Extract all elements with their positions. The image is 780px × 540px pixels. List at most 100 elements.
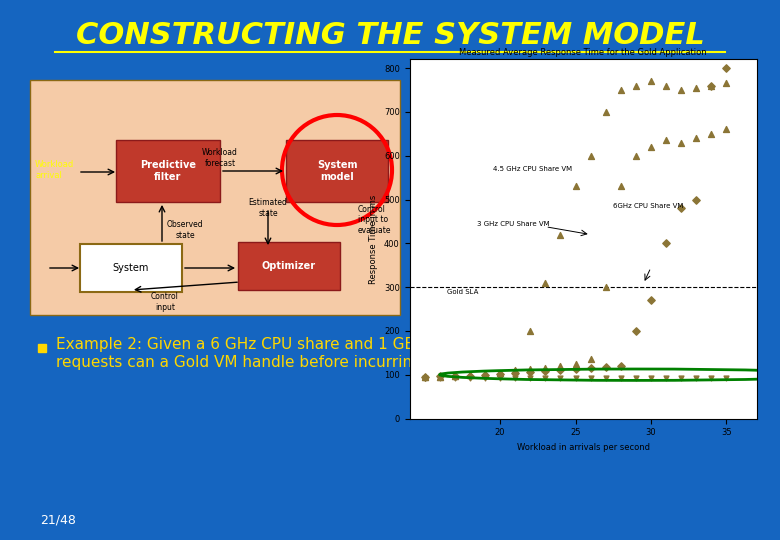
Point — [600, 283, 612, 292]
Title: Measured Average Response Time for the Gold Application: Measured Average Response Time for the G… — [459, 48, 707, 57]
Y-axis label: Response Time in ms: Response Time in ms — [370, 194, 378, 284]
Point — [539, 364, 551, 373]
Text: 4.5 GHz CPU Share VM: 4.5 GHz CPU Share VM — [492, 166, 572, 172]
FancyBboxPatch shape — [286, 140, 388, 202]
Point — [660, 82, 672, 90]
Text: 6GHz CPU Share VM: 6GHz CPU Share VM — [613, 203, 683, 210]
Text: Control
input to
evaluate: Control input to evaluate — [358, 205, 392, 235]
Point — [629, 82, 642, 90]
Point — [600, 374, 612, 382]
Point — [705, 130, 718, 138]
Point — [690, 195, 703, 204]
Point — [434, 373, 446, 381]
Point — [675, 204, 687, 213]
Point — [629, 151, 642, 160]
Point — [463, 372, 476, 380]
Point — [463, 374, 476, 382]
Point — [494, 368, 506, 377]
Point — [418, 373, 431, 381]
FancyBboxPatch shape — [30, 80, 400, 315]
Text: Workload
forecast: Workload forecast — [202, 148, 238, 168]
Text: requests can a Gold VM handle before incurring SLA violations?: requests can a Gold VM handle before inc… — [56, 354, 542, 369]
Point — [448, 372, 461, 380]
Point — [554, 366, 566, 375]
Point — [660, 239, 672, 248]
Point — [690, 84, 703, 92]
Text: 21/48: 21/48 — [40, 514, 76, 526]
Point — [675, 374, 687, 382]
Point — [479, 370, 491, 379]
Text: Gold SLA: Gold SLA — [447, 289, 479, 295]
Point — [524, 368, 537, 376]
Point — [660, 374, 672, 382]
Point — [554, 374, 566, 382]
Point — [615, 182, 627, 191]
Point — [434, 372, 446, 381]
Point — [448, 372, 461, 380]
Point — [569, 374, 582, 382]
Point — [524, 374, 537, 382]
Point — [720, 79, 732, 88]
Point — [494, 369, 506, 378]
Point — [524, 327, 537, 335]
Point — [705, 82, 718, 90]
Point — [418, 373, 431, 381]
Point — [675, 138, 687, 147]
Point — [448, 372, 461, 380]
Point — [509, 374, 521, 382]
Text: Observed
state: Observed state — [167, 220, 204, 240]
Point — [660, 136, 672, 145]
Text: Estimated
state: Estimated state — [249, 198, 288, 218]
Point — [720, 64, 732, 72]
Point — [539, 367, 551, 375]
Point — [494, 368, 506, 377]
Point — [524, 365, 537, 374]
Point — [418, 373, 431, 381]
Point — [584, 151, 597, 160]
Text: Predictive
filter: Predictive filter — [140, 160, 196, 182]
Point — [479, 374, 491, 382]
Point — [615, 362, 627, 370]
Point — [434, 374, 446, 382]
Point — [600, 107, 612, 116]
Text: Example 2: Given a 6 GHz CPU share and 1 GB of memory, how many: Example 2: Given a 6 GHz CPU share and 1… — [56, 336, 593, 352]
Point — [448, 374, 461, 382]
Point — [645, 296, 658, 305]
Point — [554, 362, 566, 370]
Text: Workload
arrival: Workload arrival — [35, 160, 74, 180]
Point — [463, 370, 476, 379]
Point — [584, 364, 597, 373]
Text: CONSTRUCTING THE SYSTEM MODEL: CONSTRUCTING THE SYSTEM MODEL — [76, 21, 704, 50]
Point — [675, 86, 687, 94]
Point — [584, 374, 597, 382]
FancyBboxPatch shape — [238, 242, 340, 290]
Point — [720, 374, 732, 382]
Point — [584, 355, 597, 364]
Point — [418, 374, 431, 382]
Text: System
model: System model — [317, 160, 357, 182]
Point — [629, 327, 642, 335]
Point — [615, 86, 627, 94]
Point — [645, 374, 658, 382]
FancyBboxPatch shape — [80, 244, 182, 292]
Point — [539, 374, 551, 382]
FancyBboxPatch shape — [116, 140, 220, 202]
Point — [569, 182, 582, 191]
Point — [690, 374, 703, 382]
Point — [494, 374, 506, 382]
Point — [509, 369, 521, 377]
Point — [645, 143, 658, 151]
Point — [509, 367, 521, 375]
Point — [690, 134, 703, 143]
Point — [569, 360, 582, 368]
Text: 3 GHz CPU Share VM: 3 GHz CPU Share VM — [477, 221, 550, 227]
Point — [600, 362, 612, 371]
Point — [479, 370, 491, 379]
Text: Control
input: Control input — [151, 292, 179, 312]
Point — [569, 365, 582, 374]
Point — [645, 77, 658, 86]
Point — [720, 125, 732, 134]
Point — [463, 370, 476, 379]
Point — [539, 279, 551, 287]
Text: Optimizer: Optimizer — [262, 261, 316, 271]
